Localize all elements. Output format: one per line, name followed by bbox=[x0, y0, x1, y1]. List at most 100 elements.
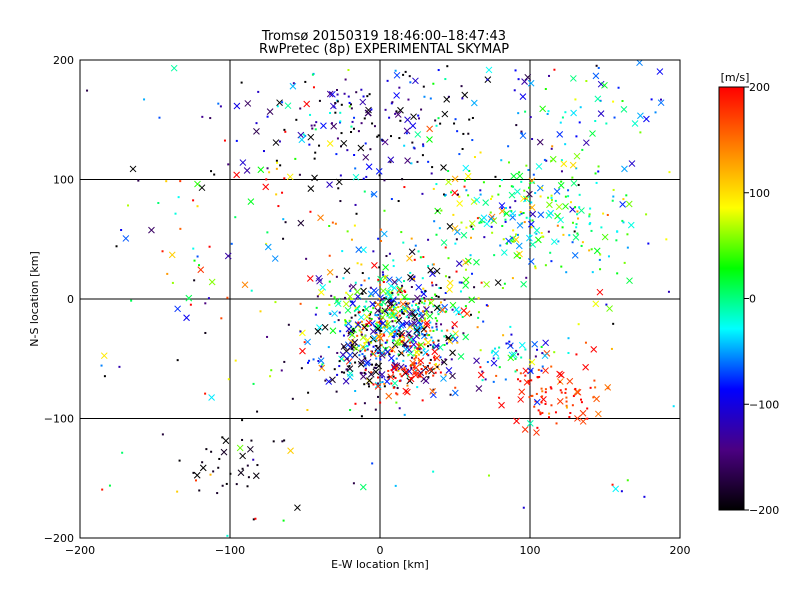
data-point-cross bbox=[429, 388, 436, 395]
data-point-cross bbox=[388, 346, 396, 353]
data-point-cross bbox=[391, 284, 398, 292]
data-point-dot bbox=[471, 272, 474, 275]
data-point-dot bbox=[308, 359, 311, 362]
data-point-dot bbox=[529, 116, 532, 119]
data-point-cross bbox=[374, 301, 382, 308]
data-point-dot bbox=[365, 323, 368, 326]
data-point-dot bbox=[444, 275, 447, 278]
data-point-dot bbox=[210, 170, 213, 173]
data-point-dot bbox=[351, 300, 354, 303]
data-point-dot bbox=[480, 221, 483, 224]
data-point-cross bbox=[349, 300, 357, 307]
data-point-dot bbox=[590, 229, 593, 232]
data-point-dot bbox=[216, 492, 219, 495]
data-point-cross bbox=[382, 264, 389, 271]
data-point-cross bbox=[367, 290, 375, 298]
data-point-dot bbox=[335, 275, 338, 278]
data-point-dot bbox=[554, 411, 557, 414]
colorbar-tick-label: 0 bbox=[749, 293, 756, 306]
data-point-dot bbox=[385, 255, 388, 258]
data-point-dot bbox=[416, 386, 419, 389]
data-point-dot bbox=[417, 347, 420, 350]
data-point-dot bbox=[578, 206, 581, 209]
data-point-cross bbox=[593, 395, 600, 403]
data-point-dot bbox=[344, 323, 347, 326]
data-point-cross bbox=[574, 388, 582, 396]
data-point-cross bbox=[461, 91, 469, 99]
data-point-cross bbox=[457, 353, 465, 360]
data-point-cross bbox=[592, 300, 600, 308]
data-point-dot bbox=[410, 356, 413, 359]
data-point-dot bbox=[384, 341, 387, 344]
data-point-cross bbox=[354, 288, 361, 296]
data-point-dot bbox=[265, 242, 268, 245]
data-point-dot bbox=[335, 390, 338, 393]
data-point-cross bbox=[257, 166, 265, 174]
data-point-dot bbox=[667, 290, 670, 293]
data-point-dot bbox=[493, 254, 496, 257]
data-point-cross bbox=[346, 293, 354, 301]
data-point-cross bbox=[590, 346, 598, 353]
data-point-cross bbox=[193, 471, 201, 479]
colorbar: [m/s] bbox=[718, 71, 749, 511]
data-point-dot bbox=[622, 221, 625, 224]
data-point-dot bbox=[399, 119, 402, 122]
data-point-dot bbox=[389, 299, 392, 302]
data-point-dot bbox=[626, 233, 629, 236]
data-point-cross bbox=[401, 304, 408, 312]
data-point-dot bbox=[345, 291, 348, 294]
data-point-dot bbox=[390, 198, 393, 201]
data-point-dot bbox=[550, 365, 553, 368]
data-point-cross bbox=[331, 310, 338, 317]
data-point-dot bbox=[560, 180, 563, 183]
data-point-dot bbox=[463, 185, 466, 188]
data-point-dot bbox=[431, 326, 434, 329]
data-point-dot bbox=[198, 489, 201, 492]
data-point-cross bbox=[411, 312, 419, 320]
data-point-dot bbox=[252, 458, 255, 461]
data-point-cross bbox=[396, 287, 403, 294]
data-point-dot bbox=[541, 390, 544, 393]
data-point-dot bbox=[452, 213, 455, 216]
data-point-cross bbox=[395, 276, 403, 284]
data-point-dot bbox=[410, 162, 413, 165]
data-point-dot bbox=[534, 355, 537, 358]
data-point-dot bbox=[413, 147, 416, 150]
data-point-cross bbox=[529, 210, 537, 218]
data-point-dot bbox=[291, 397, 294, 400]
data-point-dot bbox=[350, 316, 353, 319]
data-point-dot bbox=[490, 197, 493, 200]
data-point-dot bbox=[553, 68, 556, 71]
data-point-dot bbox=[405, 315, 408, 318]
data-point-dot bbox=[336, 93, 339, 96]
data-point-cross bbox=[168, 251, 176, 259]
data-point-dot bbox=[479, 151, 482, 154]
data-point-cross bbox=[194, 180, 201, 188]
data-point-dot bbox=[364, 357, 367, 360]
data-point-dot bbox=[387, 369, 390, 372]
data-point-dot bbox=[515, 349, 518, 352]
data-point-dot bbox=[299, 302, 302, 305]
data-point-dot bbox=[380, 329, 383, 332]
data-point-dot bbox=[360, 331, 363, 334]
data-point-dot bbox=[357, 321, 360, 324]
data-point-dot bbox=[579, 106, 582, 109]
data-point-dot bbox=[550, 159, 553, 162]
data-point-dot bbox=[265, 178, 268, 181]
data-point-cross bbox=[365, 163, 373, 171]
data-point-dot bbox=[405, 132, 408, 135]
data-point-dot bbox=[220, 317, 223, 320]
data-point-dot bbox=[456, 130, 459, 133]
data-point-dot bbox=[317, 359, 320, 362]
data-point-dot bbox=[432, 341, 435, 344]
data-point-dot bbox=[378, 317, 381, 320]
data-point-dot bbox=[491, 231, 494, 234]
data-point-cross bbox=[348, 331, 356, 339]
data-point-dot bbox=[412, 366, 415, 369]
data-point-dot bbox=[418, 319, 421, 322]
data-point-dot bbox=[476, 217, 479, 220]
data-point-cross bbox=[579, 409, 587, 417]
data-point-dot bbox=[514, 370, 517, 373]
data-point-dot bbox=[277, 205, 280, 208]
data-point-dot bbox=[161, 250, 164, 253]
